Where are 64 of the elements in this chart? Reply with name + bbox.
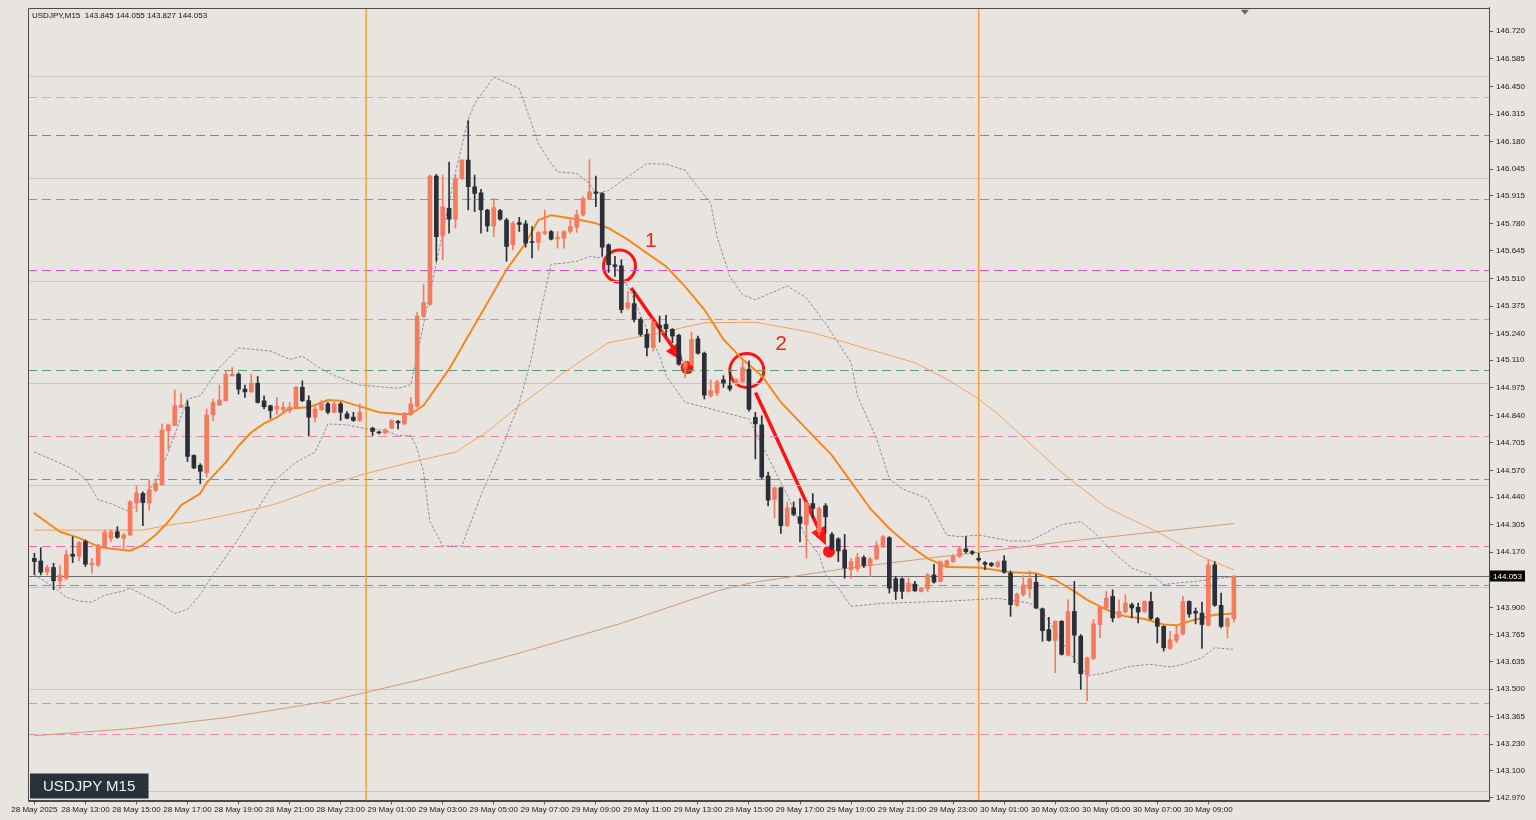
candlestick bbox=[529, 226, 535, 259]
x-tick-label: 29 May 17:00 bbox=[775, 805, 825, 815]
x-tick-label: 29 May 01:00 bbox=[367, 805, 417, 815]
y-tick-label: 143.765 bbox=[1496, 630, 1526, 640]
y-tick-label: 142.970 bbox=[1496, 792, 1526, 802]
candlestick bbox=[89, 558, 95, 574]
annotation: 1 bbox=[645, 228, 657, 251]
x-tick-label: 30 May 05:00 bbox=[1082, 805, 1132, 815]
x-tick-label: 30 May 03:00 bbox=[1030, 805, 1081, 815]
x-tick-label: 30 May 09:00 bbox=[1184, 805, 1234, 815]
y-tick-label: 144.705 bbox=[1496, 438, 1526, 448]
y-tick-label: 146.045 bbox=[1496, 164, 1526, 174]
x-tick-label: 28 May 15:00 bbox=[112, 805, 162, 815]
x-tick-label: 28 May 19:00 bbox=[214, 805, 264, 815]
y-tick-label: 144.570 bbox=[1496, 465, 1526, 475]
y-tick-label: 146.585 bbox=[1496, 54, 1526, 64]
x-tick-label: 29 May 21:00 bbox=[877, 805, 927, 815]
x-tick-label: 29 May 11:00 bbox=[622, 805, 672, 815]
y-tick-label: 145.510 bbox=[1496, 273, 1526, 283]
x-tick-label: 29 May 05:00 bbox=[469, 805, 519, 815]
candlestick bbox=[121, 533, 127, 549]
y-tick-label: 143.230 bbox=[1496, 739, 1526, 749]
y-tick-label: 144.440 bbox=[1496, 492, 1526, 502]
candlestick bbox=[810, 493, 816, 519]
x-tick-label: 29 May 13:00 bbox=[673, 805, 723, 815]
ref-line-label: 144.053 bbox=[1493, 571, 1523, 581]
y-tick-label: 146.720 bbox=[1496, 26, 1526, 36]
x-tick-label: 29 May 19:00 bbox=[826, 805, 876, 815]
y-tick-label: 145.375 bbox=[1496, 301, 1526, 311]
y-tick-label: 146.180 bbox=[1496, 136, 1526, 146]
x-tick-label: 28 May 2025 bbox=[11, 805, 59, 815]
y-tick-label: 143.500 bbox=[1496, 684, 1526, 694]
x-tick-label: 29 May 23:00 bbox=[928, 805, 978, 815]
y-tick-label: 145.110 bbox=[1496, 355, 1525, 365]
x-tick-label: 28 May 13:00 bbox=[61, 805, 111, 815]
x-tick-label: 29 May 15:00 bbox=[724, 805, 774, 815]
annotation: 2 bbox=[775, 331, 787, 355]
line-series bbox=[33, 76, 1235, 586]
x-tick-label: 30 May 07:00 bbox=[1133, 805, 1183, 815]
x-tick-label: 28 May 23:00 bbox=[316, 805, 366, 815]
y-tick-label: 144.840 bbox=[1496, 410, 1526, 420]
y-tick-label: 144.170 bbox=[1496, 547, 1526, 557]
line-series bbox=[33, 255, 1235, 677]
x-tick-label: 30 May 01:00 bbox=[979, 805, 1029, 815]
x-tick-label: 29 May 09:00 bbox=[571, 805, 621, 815]
x-tick-label: 29 May 07:00 bbox=[520, 805, 570, 815]
y-tick-label: 144.305 bbox=[1496, 519, 1526, 529]
y-tick-label: 145.780 bbox=[1496, 218, 1526, 228]
y-tick-label: 145.645 bbox=[1496, 246, 1526, 256]
y-tick-label: 143.635 bbox=[1496, 656, 1526, 666]
y-tick-label: 146.450 bbox=[1496, 81, 1526, 91]
y-tick-label: 145.240 bbox=[1496, 328, 1526, 338]
y-tick-label: 145.915 bbox=[1496, 190, 1526, 200]
x-tick-label: 29 May 03:00 bbox=[418, 805, 468, 815]
y-tick-label: 143.900 bbox=[1496, 602, 1526, 612]
y-tick-label: 146.315 bbox=[1496, 109, 1526, 119]
y-tick-label: 143.100 bbox=[1496, 765, 1526, 775]
y-tick-label: 143.365 bbox=[1496, 711, 1526, 721]
x-tick-label: 28 May 21:00 bbox=[265, 805, 315, 815]
candlestick bbox=[612, 256, 618, 277]
chart-title: USDJPY,M15 143.845 144.055 143.827 144.053 bbox=[32, 11, 208, 20]
annotation: USDJPY M15 bbox=[43, 777, 136, 795]
y-tick-label: 144.975 bbox=[1496, 382, 1526, 392]
x-tick-label: 28 May 17:00 bbox=[163, 805, 213, 815]
